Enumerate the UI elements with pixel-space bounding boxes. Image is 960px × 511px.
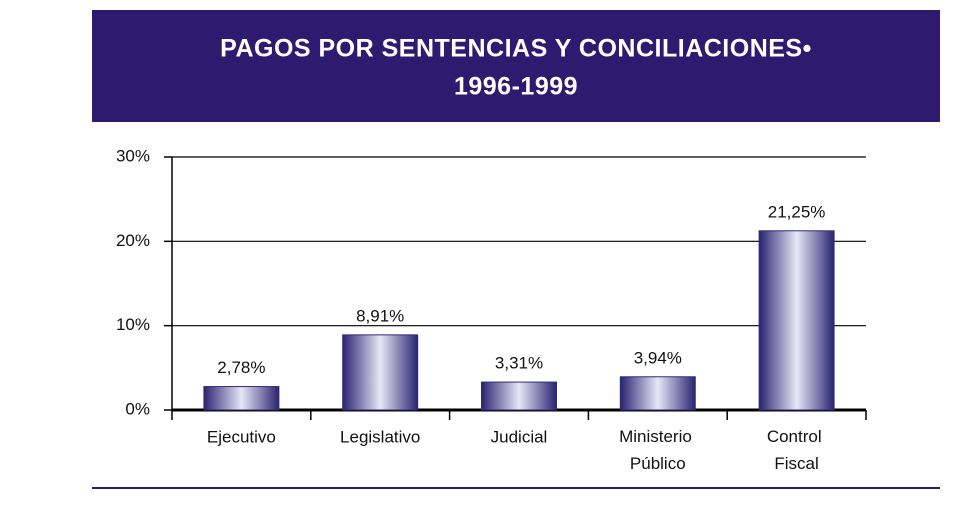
x-tick-label: Judicial: [491, 427, 548, 446]
y-tick-label: 10%: [116, 315, 150, 334]
chart-subtitle: 1996-1999: [454, 73, 578, 101]
value-label: 8,91%: [356, 306, 404, 325]
bar: [203, 386, 280, 411]
value-label: 21,25%: [768, 202, 826, 221]
x-tick-label: Ejecutivo: [207, 427, 276, 446]
x-tick-label: Ministerio Público: [619, 427, 696, 473]
value-label: 2,78%: [217, 358, 265, 377]
x-tick-label: Control Fiscal: [767, 427, 827, 473]
x-tick-label: Legislativo: [340, 427, 420, 446]
value-label: 3,94%: [634, 348, 682, 367]
bar: [758, 230, 835, 411]
chart-title: PAGOS POR SENTENCIAS Y CONCILIACIONES•: [220, 35, 812, 63]
y-tick-label: 0%: [125, 399, 150, 418]
bar: [619, 376, 696, 411]
y-tick-label: 20%: [116, 231, 150, 250]
bar: [342, 334, 419, 411]
header-band: [92, 10, 940, 122]
value-label: 3,31%: [495, 354, 543, 373]
bar: [481, 381, 557, 411]
y-tick-label: 30%: [116, 146, 150, 165]
